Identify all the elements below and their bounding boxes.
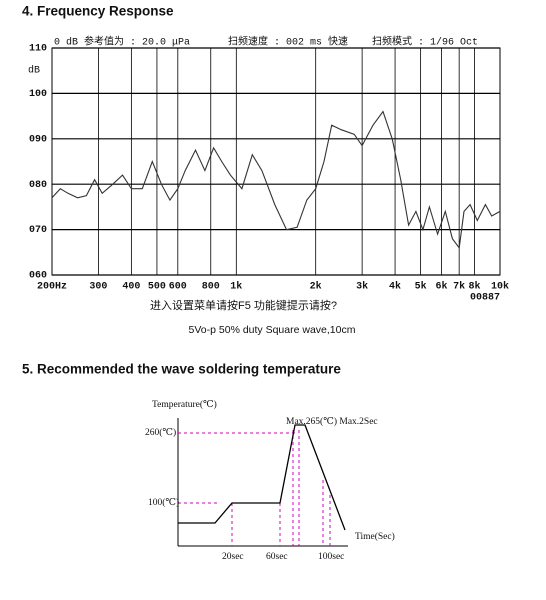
time-label: 20sec <box>222 552 244 562</box>
chart-header: 扫频速度 : 002 ms 快速 <box>228 35 348 49</box>
y-tick-label: 100 <box>29 89 47 100</box>
y-tick-label: 080 <box>29 180 47 191</box>
x-tick-label: 7k <box>453 281 465 293</box>
y-tick-label: 110 <box>29 44 47 55</box>
counter: 00887 <box>470 293 500 304</box>
y-tick-label: 090 <box>29 134 47 145</box>
section-heading: 4. Frequency Response <box>22 4 174 19</box>
section-heading: 5. Recommended the wave soldering temper… <box>22 362 341 377</box>
x-tick-label: 500 <box>148 282 166 293</box>
y-tick-label: 060 <box>29 271 47 282</box>
time-label: 100sec <box>318 552 344 562</box>
x-axis-label: Time(Sec) <box>355 531 395 542</box>
x-tick-label: 1k <box>230 281 242 293</box>
caption: 5Vo-p 50% duty Square wave,10cm <box>189 324 356 336</box>
y-axis-label: dB <box>28 65 40 77</box>
chart-header: 扫频模式 : 1/96 Oct <box>372 35 478 49</box>
level-label: 260(℃) <box>145 427 176 438</box>
x-tick-label: 400 <box>122 282 140 293</box>
x-tick-label: 200Hz <box>37 282 67 293</box>
chart-header: 0 dB 参考值为 : 20.0 μPa <box>54 35 190 49</box>
frequency-chart: 0 dB 参考值为 : 20.0 μPa 扫频速度 : 002 ms 快速 扫频模式… <box>28 35 509 312</box>
x-tick-label: 800 <box>202 282 220 293</box>
profile-curve <box>178 424 346 531</box>
x-tick-label: 6k <box>435 281 447 293</box>
response-curve <box>51 110 501 250</box>
x-tick-label: 2k <box>310 281 322 293</box>
y-axis-label: Temperature(℃) <box>152 399 217 410</box>
time-label: 60sec <box>266 552 288 562</box>
x-tick-label: 5k <box>415 281 427 293</box>
x-tick-label: 10k <box>491 281 509 293</box>
level-label: 100(℃) <box>148 497 179 508</box>
x-tick-label: 4k <box>389 281 401 293</box>
chart-footer: 进入设置菜单请按F5 功能键提示请按? <box>150 298 337 312</box>
x-tick-label: 300 <box>89 282 107 293</box>
plot-frame <box>51 47 501 276</box>
peak-label: Max.265(℃) Max.2Sec <box>286 416 378 427</box>
x-tick-label: 8k <box>468 281 480 293</box>
guides <box>178 430 331 546</box>
x-tick-label: 600 <box>169 282 187 293</box>
x-tick-label: 3k <box>356 281 368 293</box>
profile-diagram: Temperature(℃) Time(Sec) Max.265(℃) Max.… <box>145 399 395 562</box>
y-tick-label: 070 <box>29 225 47 236</box>
